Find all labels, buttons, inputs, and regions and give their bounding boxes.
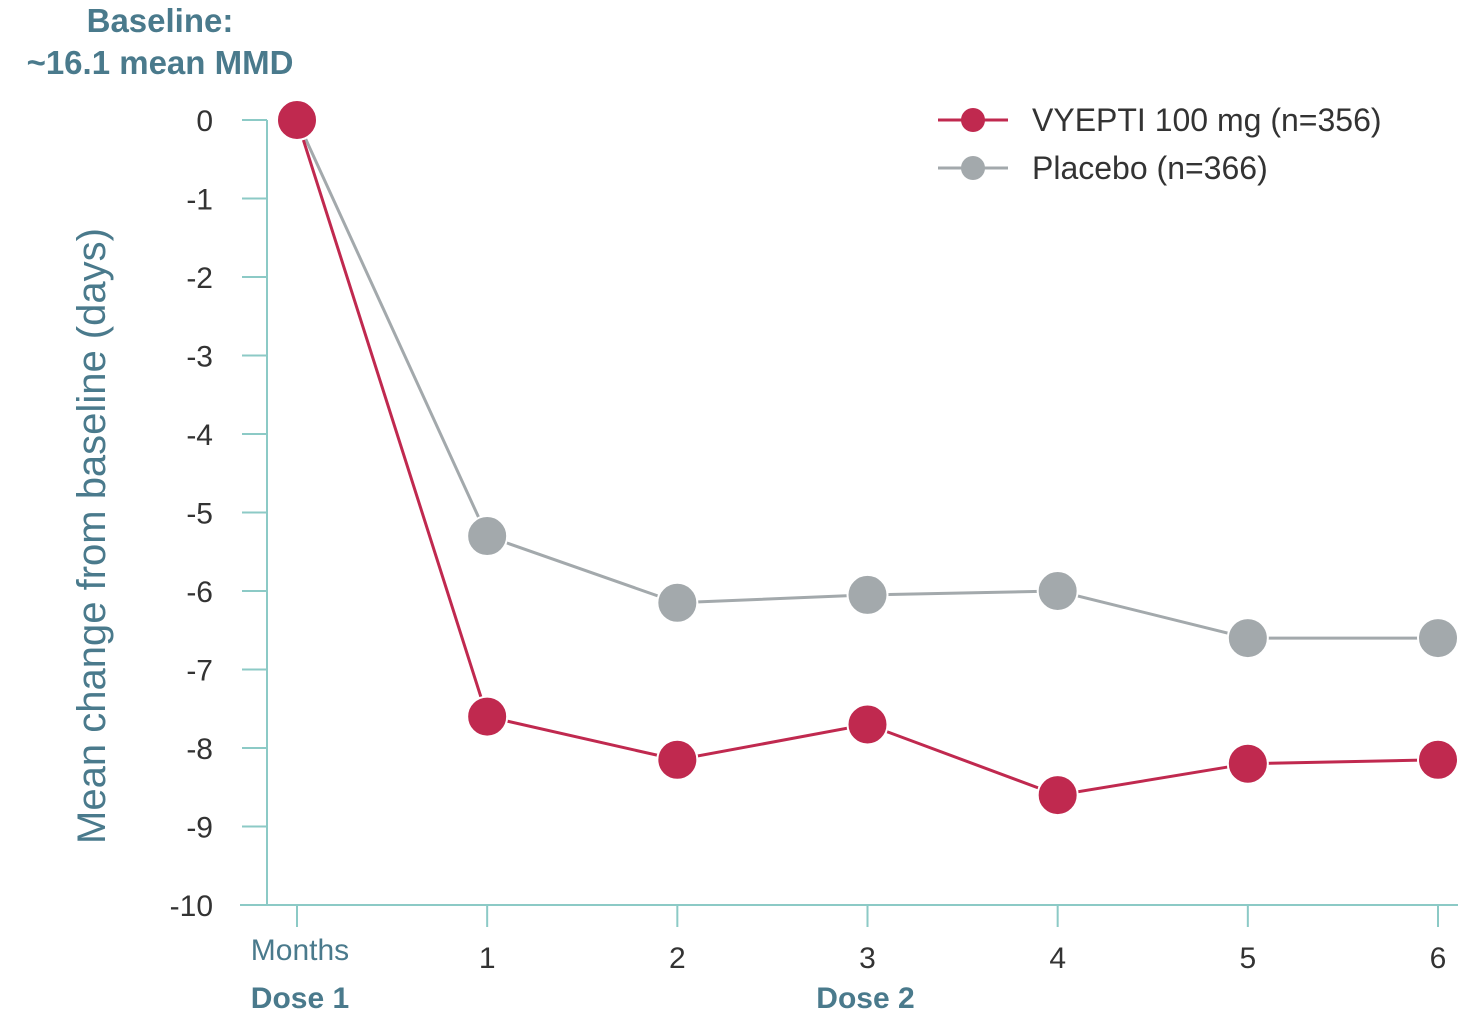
x-tick-label: 3 bbox=[859, 942, 876, 975]
x-tick-label: 6 bbox=[1430, 942, 1447, 975]
y-axis-label: Mean change from baseline (days) bbox=[70, 228, 114, 844]
y-tick-label: -7 bbox=[186, 655, 213, 688]
data-point-vyepti bbox=[1036, 774, 1079, 817]
data-point-vyepti bbox=[1226, 742, 1269, 785]
baseline-note-line1: Baseline: bbox=[86, 2, 234, 39]
data-point-placebo bbox=[1036, 570, 1079, 612]
y-tick-label: -6 bbox=[186, 576, 213, 609]
data-point-vyepti bbox=[466, 695, 509, 738]
y-tick-label: -8 bbox=[186, 733, 213, 766]
y-tick-label: -10 bbox=[170, 890, 213, 923]
y-tick-label: 0 bbox=[196, 105, 213, 138]
y-tick-label: -4 bbox=[186, 419, 213, 452]
dose-label: Dose 1 bbox=[251, 982, 349, 1010]
series-points bbox=[276, 99, 1459, 817]
data-point-placebo bbox=[656, 581, 699, 624]
data-point-vyepti bbox=[1417, 738, 1459, 781]
dose-label: Dose 2 bbox=[816, 982, 914, 1010]
legend-marker bbox=[961, 108, 985, 132]
legend-label: VYEPTI 100 mg (n=356) bbox=[1032, 102, 1382, 138]
y-tick-label: -3 bbox=[186, 341, 213, 374]
data-point-placebo bbox=[846, 573, 889, 616]
baseline-note-line2: ~16.1 mean MMD bbox=[26, 44, 294, 81]
series-line-vyepti bbox=[295, 119, 1439, 797]
y-tick-label: -5 bbox=[186, 498, 213, 531]
legend: VYEPTI 100 mg (n=356) Placebo (n=366) bbox=[938, 102, 1382, 186]
data-point-vyepti bbox=[656, 738, 699, 781]
baseline-note: Baseline: ~16.1 mean MMD bbox=[0, 0, 320, 84]
axes: 0 -1 -2 -3 -4 -5 -6 -7 -8 -9 -10 Mean change from b… bbox=[70, 105, 1458, 1010]
legend-label: Placebo (n=366) bbox=[1032, 150, 1268, 186]
series-line-placebo bbox=[295, 119, 1438, 640]
x-tick-label: 5 bbox=[1239, 942, 1256, 975]
y-tick-label: -9 bbox=[186, 812, 213, 845]
legend-marker bbox=[961, 156, 985, 180]
y-tick-label: -2 bbox=[186, 262, 213, 295]
data-point-vyepti bbox=[276, 99, 318, 141]
y-tick-label: -1 bbox=[186, 184, 213, 217]
x-tick-label: 2 bbox=[669, 942, 686, 975]
data-point-placebo bbox=[466, 515, 509, 558]
x-tick-label: 4 bbox=[1049, 942, 1066, 975]
data-point-vyepti bbox=[846, 703, 889, 746]
data-point-placebo bbox=[1417, 617, 1459, 660]
x-axis-months-label: Months bbox=[251, 934, 349, 967]
series-lines bbox=[295, 119, 1439, 797]
x-tick-label: 1 bbox=[479, 942, 496, 975]
data-point-placebo bbox=[1226, 617, 1269, 660]
